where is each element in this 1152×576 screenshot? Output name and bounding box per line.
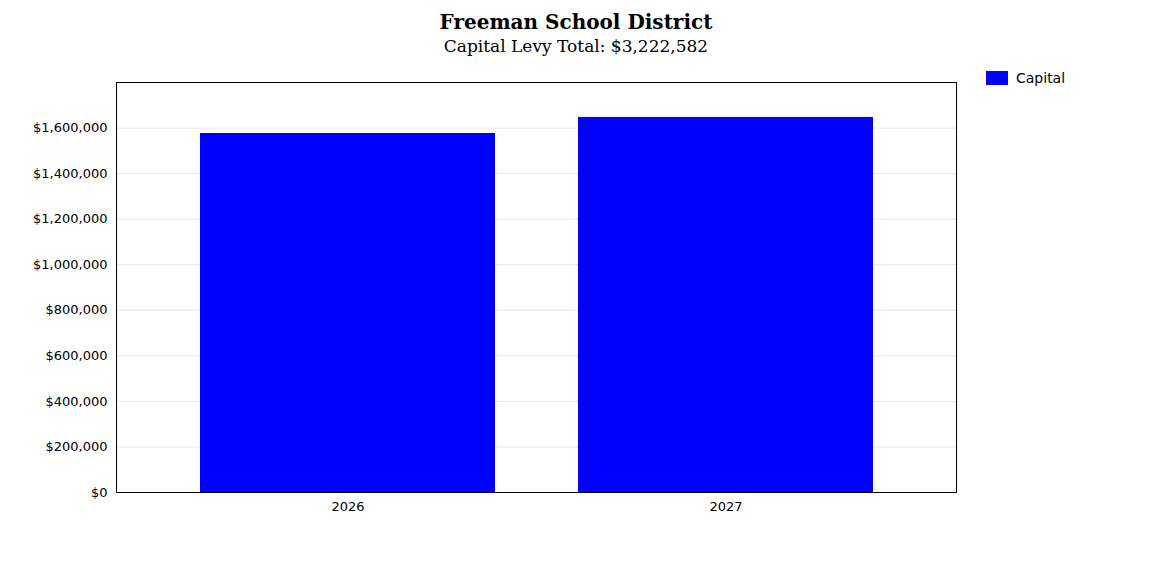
html-text:Freeman School District: Freeman School District (439, 10, 713, 34)
svg-text:2026: 2026 (331, 499, 364, 514)
svg-text:$0: $0 (91, 485, 108, 500)
svg-text:$400,000: $400,000 (45, 394, 107, 409)
svg-text:$800,000: $800,000 (45, 302, 107, 317)
html-text:Capital: Capital (1016, 70, 1066, 86)
svg-text:$1,400,000: $1,400,000 (33, 166, 107, 181)
svg-text:2027: 2027 (709, 499, 742, 514)
svg-text:$1,000,000: $1,000,000 (33, 257, 107, 272)
svg-text:$600,000: $600,000 (45, 348, 107, 363)
svg-text:$1,200,000: $1,200,000 (33, 211, 107, 226)
svg-text:$1,600,000: $1,600,000 (33, 120, 107, 135)
html-text:Capital Levy Total: $3,222,582: Capital Levy Total: $3,222,582 (443, 36, 709, 56)
svg-text:$200,000: $200,000 (45, 439, 107, 454)
